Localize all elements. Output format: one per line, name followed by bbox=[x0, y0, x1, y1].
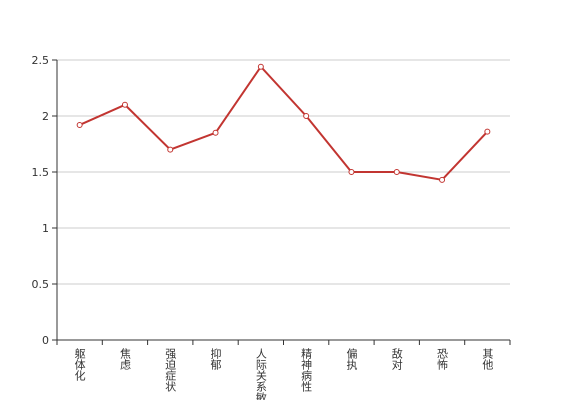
point bbox=[393, 169, 400, 175]
x-tick-label: 敌对 bbox=[390, 347, 403, 370]
point bbox=[212, 129, 219, 136]
x-tick-label: 其他 bbox=[481, 348, 494, 370]
x-tick-label: 躯体化 bbox=[73, 348, 86, 382]
y-tick-label: 1 bbox=[42, 222, 49, 235]
x-tick-label: 抑郁 bbox=[209, 347, 222, 370]
y-tick-label: 2 bbox=[42, 110, 49, 123]
y-tick-label: 2.5 bbox=[32, 54, 50, 67]
point bbox=[348, 169, 355, 175]
y-tick-label: 0.5 bbox=[32, 278, 50, 291]
point bbox=[76, 121, 83, 128]
x-tick-label: 强迫症状 bbox=[164, 348, 177, 392]
x-tick-label: 偏执 bbox=[345, 347, 358, 371]
x-tick-label: 恐怖 bbox=[436, 348, 449, 370]
x-tick-label: 精神病性 bbox=[300, 348, 313, 393]
point bbox=[257, 63, 264, 70]
point bbox=[484, 128, 491, 135]
point bbox=[121, 101, 128, 108]
y-tick-label: 1.5 bbox=[32, 166, 50, 179]
point bbox=[439, 176, 446, 183]
x-tick-label: 焦虑 bbox=[118, 348, 131, 370]
point bbox=[167, 146, 174, 153]
point bbox=[303, 113, 310, 119]
y-tick-label: 0 bbox=[42, 334, 49, 347]
x-tick-label: 人际关系敏感 bbox=[254, 348, 267, 400]
line bbox=[79, 65, 489, 181]
